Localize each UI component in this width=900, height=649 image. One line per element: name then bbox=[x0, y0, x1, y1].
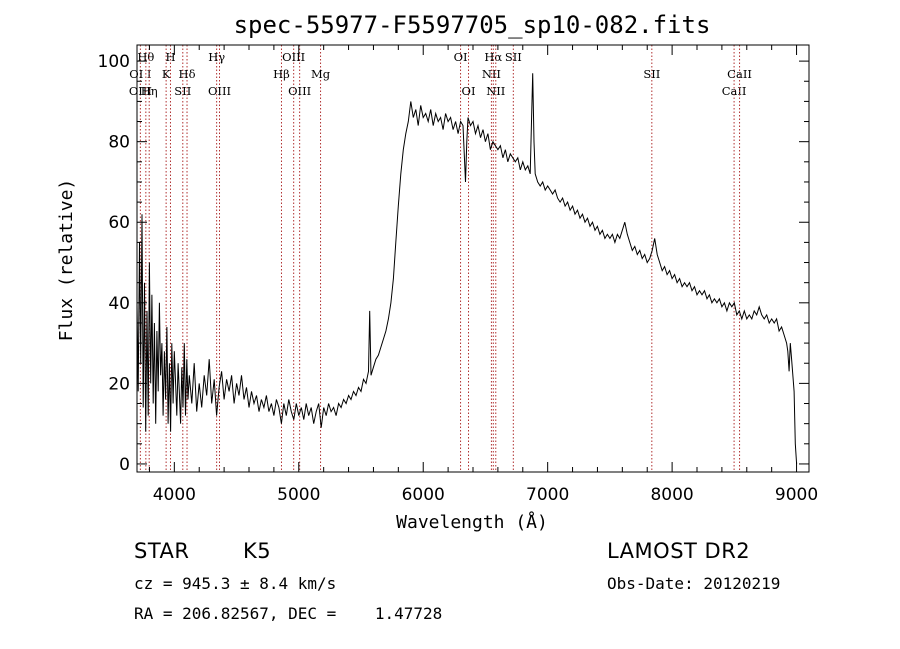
line-marker-label: Hγ bbox=[208, 50, 225, 64]
y-tick-label: 100 bbox=[98, 52, 130, 72]
object-class: STAR bbox=[134, 539, 190, 563]
spectral-line-markers: OI IOIIIHθHηKHSIIHδHγOIIIHβOIIIOIIIMgOIO… bbox=[129, 45, 752, 472]
axis-ticks bbox=[137, 45, 809, 472]
line-marker-label: SII bbox=[174, 84, 191, 98]
x-axis-label: Wavelength (Å) bbox=[396, 511, 548, 533]
x-tick-label: 7000 bbox=[526, 485, 569, 505]
line-marker-label: Mg bbox=[311, 67, 331, 81]
line-marker-label: Hδ bbox=[179, 67, 196, 81]
line-marker-label: Hη bbox=[141, 84, 158, 98]
line-marker-label: Hα bbox=[484, 50, 502, 64]
redshift-cz: cz = 945.3 ± 8.4 km/s bbox=[134, 574, 337, 593]
ra-dec-coordinates: RA = 206.82567, DEC = 1.47728 bbox=[134, 604, 443, 623]
survey-name: LAMOST DR2 bbox=[607, 539, 751, 563]
flux-series bbox=[136, 73, 798, 464]
axis-tick-labels: 4000 5000 6000 7000 8000 9000 0 20 40 60 80 100 bbox=[98, 52, 819, 505]
x-tick-label: 5000 bbox=[277, 485, 320, 505]
line-marker-label: OIII bbox=[208, 84, 231, 98]
line-marker-label: NII bbox=[486, 84, 505, 98]
line-marker-label: SII bbox=[505, 50, 522, 64]
line-marker-label: K bbox=[162, 67, 171, 81]
line-marker-label: CaII bbox=[727, 67, 752, 81]
y-tick-label: 40 bbox=[108, 294, 130, 314]
x-tick-label: 8000 bbox=[650, 485, 693, 505]
y-axis-label: Flux (relative) bbox=[56, 179, 77, 342]
line-marker-label: OIII bbox=[282, 50, 305, 64]
line-marker-label: Hθ bbox=[137, 50, 154, 64]
line-marker-label: NII bbox=[482, 67, 501, 81]
y-tick-label: 0 bbox=[119, 455, 130, 475]
line-marker-label: H bbox=[165, 50, 175, 64]
observation-date: Obs-Date: 20120219 bbox=[607, 574, 781, 593]
x-tick-label: 6000 bbox=[402, 485, 445, 505]
line-marker-label: OI bbox=[462, 84, 476, 98]
plot-frame bbox=[136, 44, 810, 473]
y-tick-label: 60 bbox=[108, 213, 130, 233]
y-tick-label: 80 bbox=[108, 133, 130, 153]
object-subclass: K5 bbox=[243, 539, 272, 563]
line-marker-label: OI bbox=[454, 50, 468, 64]
x-tick-label: 9000 bbox=[775, 485, 818, 505]
y-tick-label: 20 bbox=[108, 374, 130, 394]
line-marker-label: SII bbox=[643, 67, 660, 81]
line-marker-label: OIII bbox=[288, 84, 311, 98]
line-marker-label: CaII bbox=[722, 84, 747, 98]
line-marker-label: Hβ bbox=[273, 67, 290, 81]
flux-line bbox=[136, 73, 798, 464]
chart-title: spec-55977-F5597705_sp10-082.fits bbox=[234, 11, 711, 39]
x-tick-label: 4000 bbox=[153, 485, 196, 505]
line-marker-label: OI I bbox=[129, 67, 151, 81]
